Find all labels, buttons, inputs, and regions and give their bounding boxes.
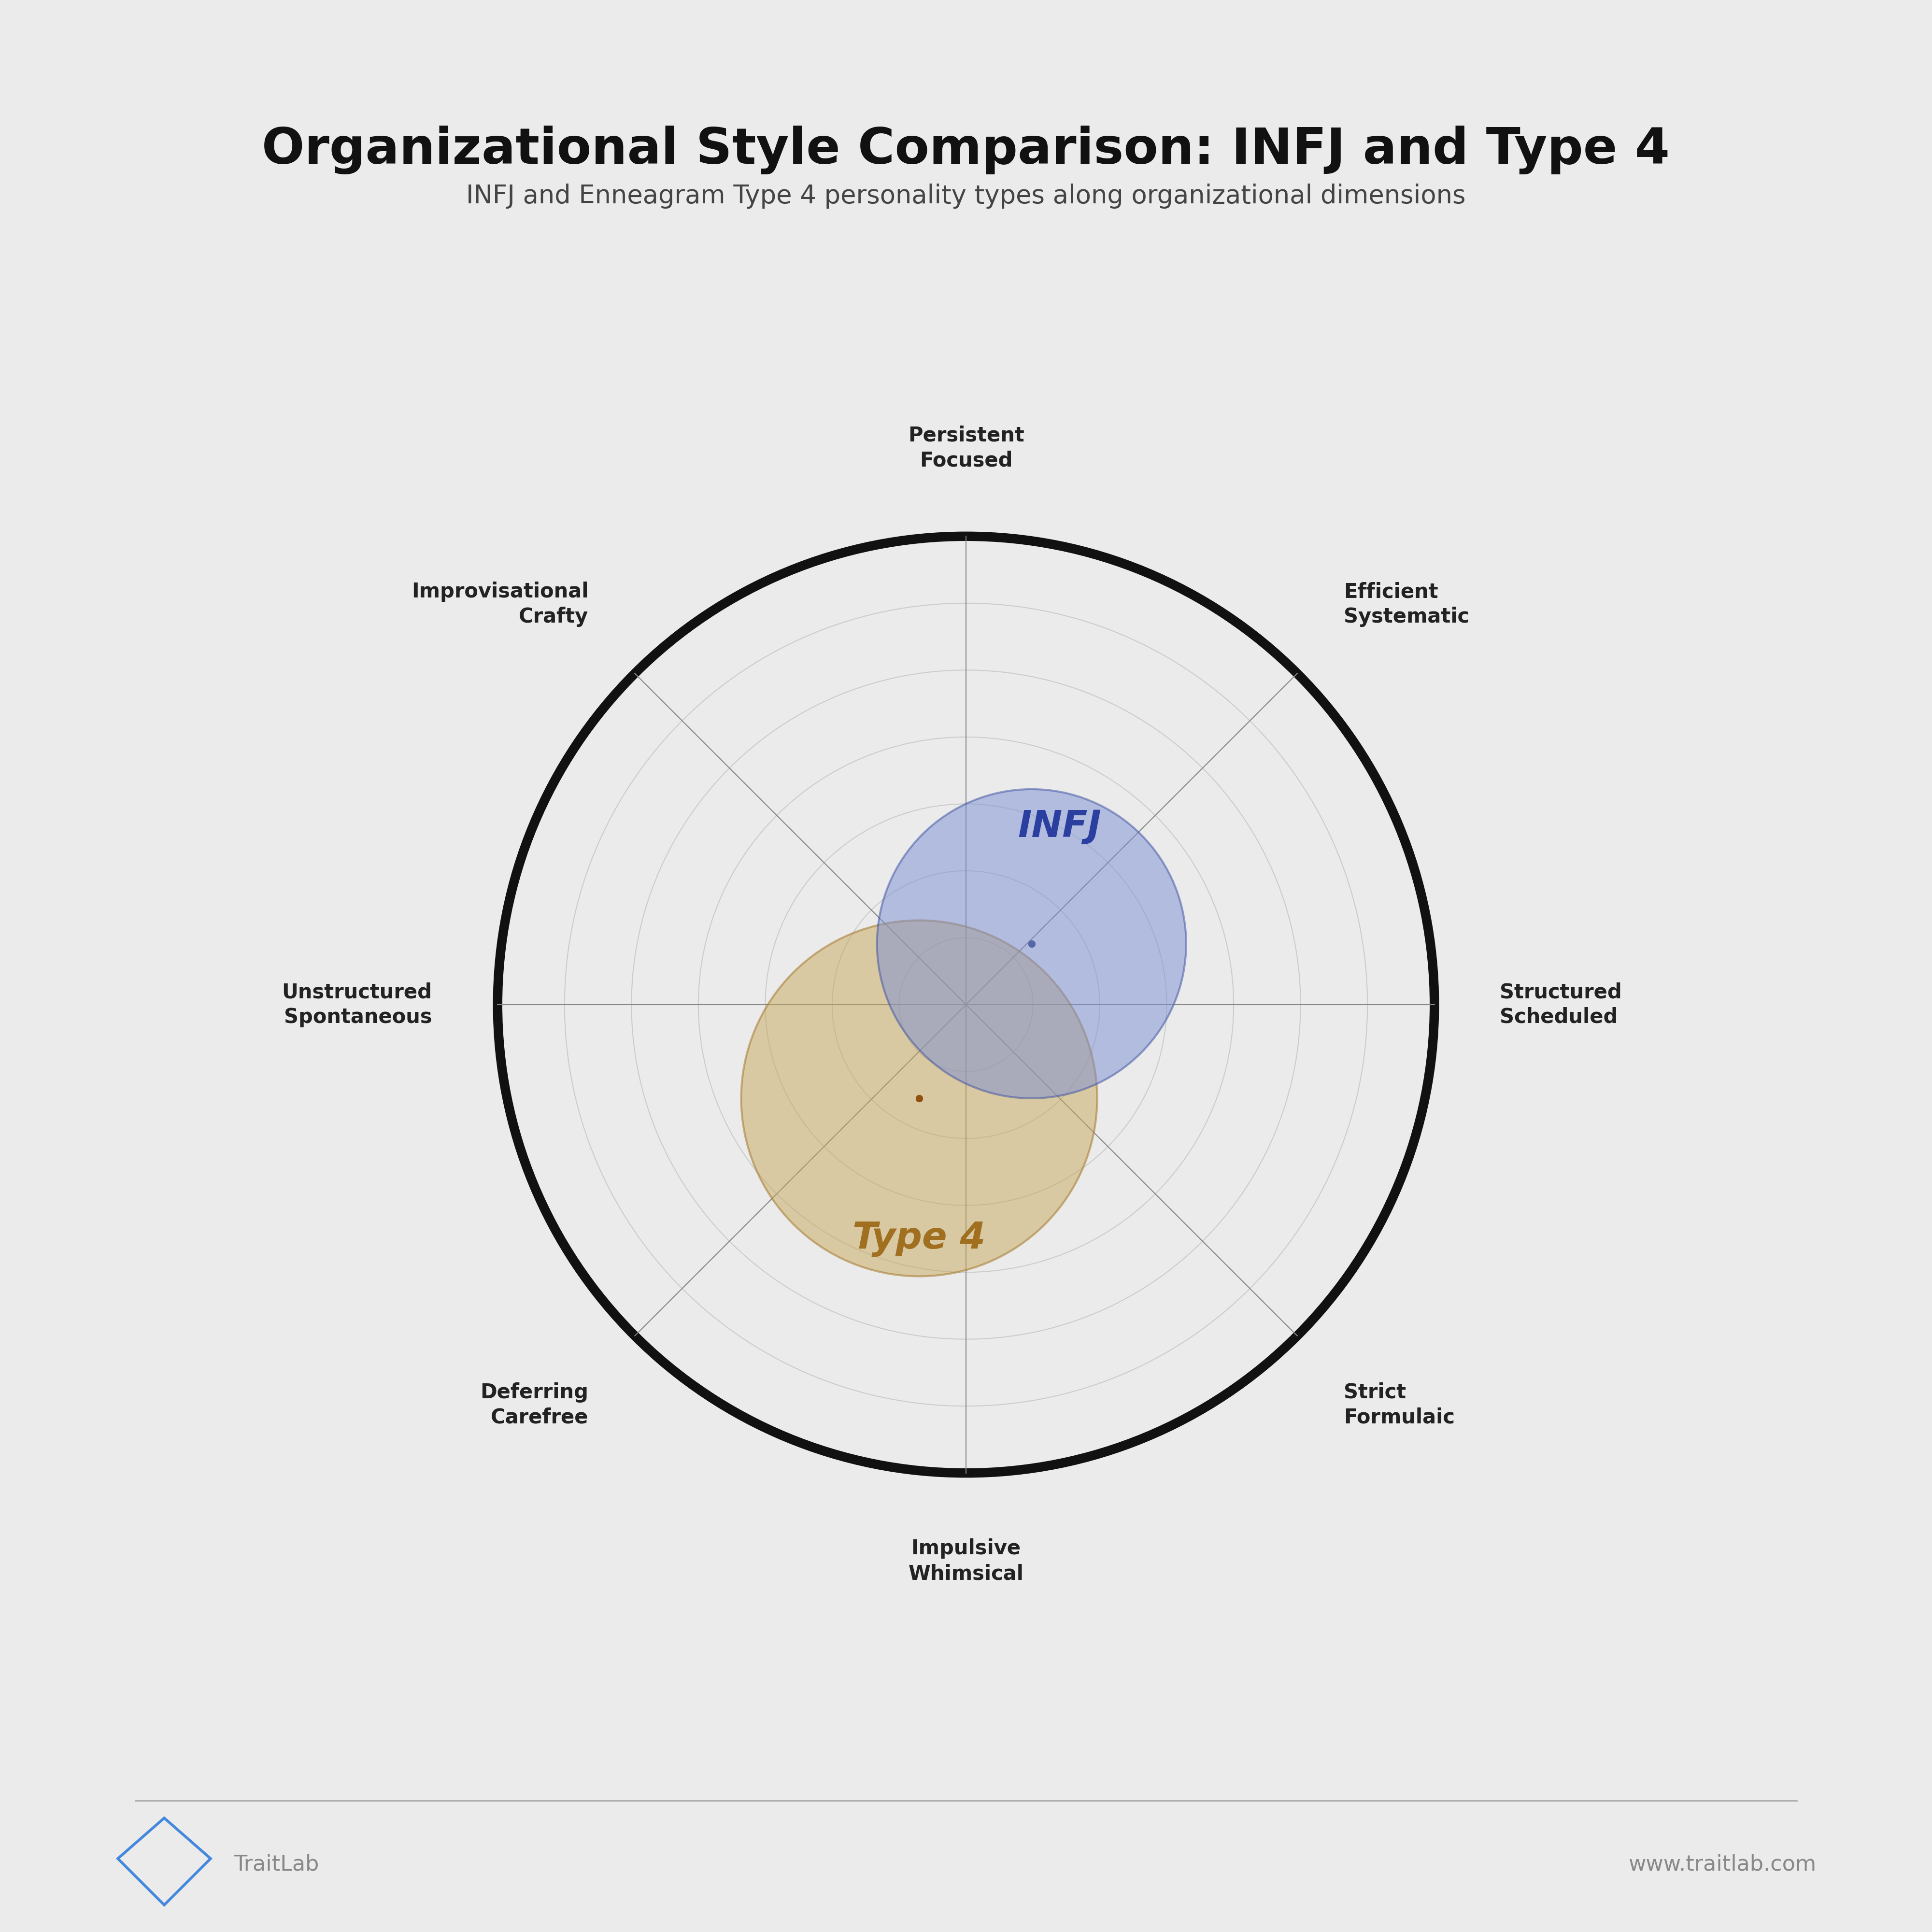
Text: Type 4: Type 4 <box>852 1221 985 1256</box>
Circle shape <box>742 920 1097 1277</box>
Text: www.traitlab.com: www.traitlab.com <box>1629 1855 1816 1874</box>
Text: TraitLab: TraitLab <box>234 1855 319 1874</box>
Text: INFJ: INFJ <box>1018 810 1101 844</box>
Text: Impulsive
Whimsical: Impulsive Whimsical <box>908 1538 1024 1584</box>
Text: Unstructured
Spontaneous: Unstructured Spontaneous <box>282 981 433 1028</box>
Text: Structured
Scheduled: Structured Scheduled <box>1499 981 1623 1028</box>
Text: Persistent
Focused: Persistent Focused <box>908 425 1024 471</box>
Text: Strict
Formulaic: Strict Formulaic <box>1343 1381 1455 1428</box>
Text: Improvisational
Crafty: Improvisational Crafty <box>412 582 589 628</box>
Circle shape <box>877 788 1186 1097</box>
Text: INFJ and Enneagram Type 4 personality types along organizational dimensions: INFJ and Enneagram Type 4 personality ty… <box>466 184 1466 209</box>
Text: Organizational Style Comparison: INFJ and Type 4: Organizational Style Comparison: INFJ an… <box>263 126 1669 174</box>
Text: Deferring
Carefree: Deferring Carefree <box>481 1381 589 1428</box>
Text: Efficient
Systematic: Efficient Systematic <box>1343 582 1468 628</box>
